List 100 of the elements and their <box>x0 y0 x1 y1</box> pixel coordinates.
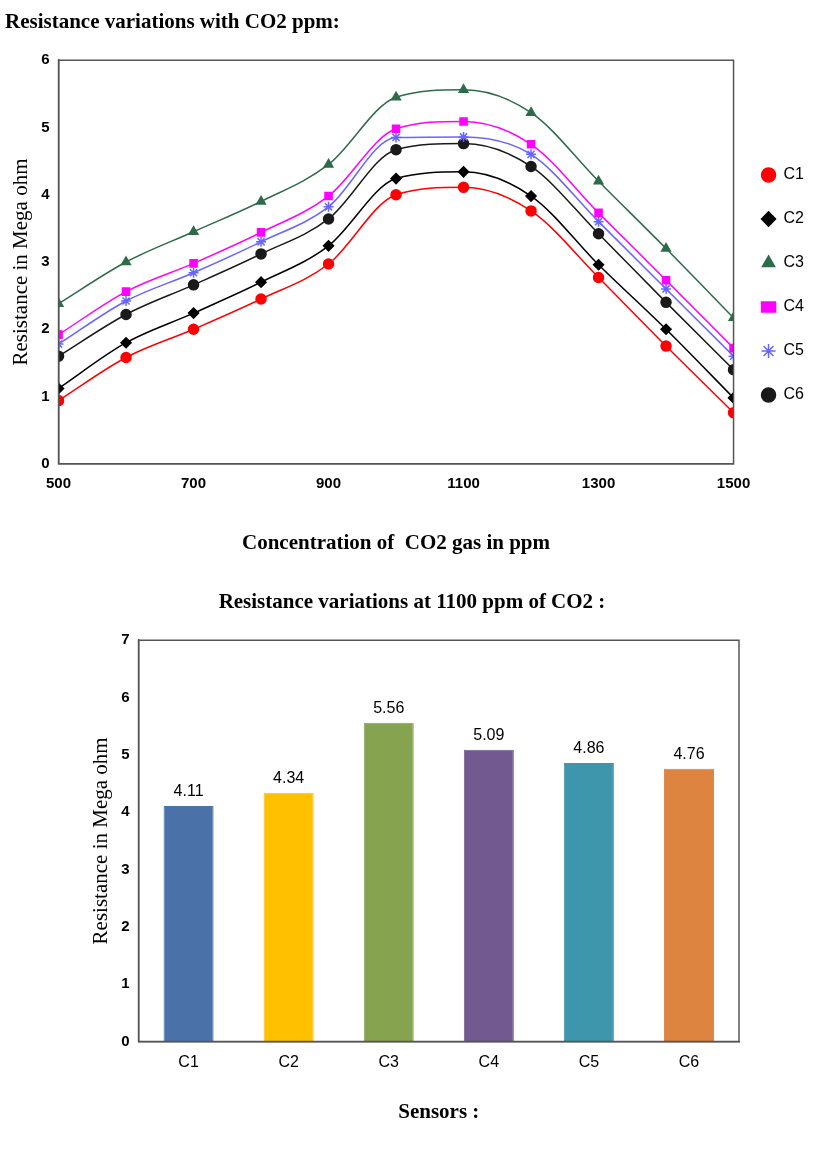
legend-label: C1 <box>783 165 805 183</box>
x-tick-label: 500 <box>46 473 72 491</box>
y-tick-label: 3 <box>41 252 50 270</box>
point <box>187 279 200 291</box>
point <box>660 340 672 352</box>
x-tick-label: C4 <box>478 1052 500 1070</box>
data-label: 4.86 <box>573 738 605 756</box>
point <box>120 295 132 307</box>
point <box>120 256 132 266</box>
x-tick-label: C3 <box>378 1052 400 1070</box>
point <box>255 236 267 248</box>
bar <box>363 722 414 1042</box>
point <box>390 91 402 101</box>
y-tick-label: 4 <box>121 802 131 820</box>
y-tick-label: 7 <box>121 630 130 648</box>
bar <box>663 768 714 1042</box>
y-tick-label: 1 <box>41 386 50 404</box>
data-label: 4.76 <box>673 744 705 762</box>
point <box>189 259 198 268</box>
point <box>458 84 469 94</box>
x-tick-label: C6 <box>678 1052 700 1070</box>
point <box>390 143 402 156</box>
point <box>120 336 132 349</box>
y-axis-title: Resistance in Mega ohm <box>88 737 113 945</box>
legend-label: C2 <box>783 209 805 227</box>
point <box>592 228 605 240</box>
point <box>256 228 266 237</box>
y-tick-label: 0 <box>121 1031 130 1049</box>
data-label: 4.34 <box>273 768 305 786</box>
x-tick-label: C2 <box>278 1052 299 1070</box>
x-tick-label: C5 <box>578 1052 600 1070</box>
y-tick-label: 2 <box>41 319 50 337</box>
point <box>594 208 603 218</box>
legend-label: C4 <box>783 297 805 315</box>
chart-title: Resistance variations with CO2 ppm: <box>5 9 340 34</box>
y-tick-label: 2 <box>121 917 130 935</box>
point <box>660 323 672 336</box>
y-tick-label: 5 <box>41 117 50 135</box>
bar <box>463 749 514 1042</box>
legend-label: C3 <box>783 253 805 271</box>
point <box>593 175 604 185</box>
point <box>390 172 402 185</box>
point <box>322 240 335 252</box>
point <box>660 283 672 295</box>
point <box>187 267 200 279</box>
x-tick-label: 1500 <box>716 473 751 491</box>
data-label: 5.09 <box>473 725 505 743</box>
point <box>323 158 334 168</box>
x-tick-label: 700 <box>181 473 207 491</box>
point <box>457 166 470 178</box>
point <box>255 248 267 260</box>
point <box>324 191 333 201</box>
point <box>525 160 537 173</box>
point <box>459 117 468 126</box>
point <box>390 188 402 201</box>
point <box>121 287 131 296</box>
x-axis-title: Sensors : <box>398 1098 480 1123</box>
data-label: 5.56 <box>373 698 405 716</box>
bar <box>563 762 614 1042</box>
point <box>255 293 267 305</box>
point <box>525 205 537 217</box>
y-tick-label: 4 <box>41 184 51 202</box>
point <box>661 275 671 285</box>
point <box>187 323 200 336</box>
point <box>592 271 605 284</box>
y-tick-label: 1 <box>121 974 130 992</box>
x-tick-label: 1300 <box>581 473 616 491</box>
y-tick-label: 0 <box>41 453 50 471</box>
x-tick-label: 1100 <box>447 473 480 491</box>
point <box>322 201 335 213</box>
x-axis-title: Concentration of CO2 gas in ppm <box>242 529 551 554</box>
point <box>660 242 672 252</box>
data-label: 4.11 <box>173 781 204 799</box>
bar <box>263 792 314 1042</box>
x-tick-label: 900 <box>316 473 342 491</box>
point <box>187 307 200 319</box>
y-tick-label: 6 <box>41 50 50 68</box>
chart-title: Resistance variations at 1100 ppm of CO2 : <box>218 589 606 614</box>
point <box>322 258 335 270</box>
y-tick-label: 5 <box>121 745 130 763</box>
point <box>660 296 672 309</box>
point <box>525 106 537 116</box>
point <box>188 225 199 235</box>
point <box>255 195 267 205</box>
point <box>457 181 470 194</box>
point <box>322 213 335 225</box>
point <box>592 258 605 271</box>
y-tick-label: 3 <box>121 859 130 877</box>
legend-label: C6 <box>783 385 805 403</box>
point <box>255 276 267 288</box>
point <box>457 131 470 143</box>
point <box>120 308 132 321</box>
y-tick-label: 6 <box>121 687 130 705</box>
point <box>525 190 537 202</box>
point <box>525 148 537 161</box>
point <box>391 124 401 134</box>
bar <box>163 805 214 1042</box>
y-axis-title: Resistance in Mega ohm <box>8 158 33 366</box>
point <box>120 351 132 364</box>
legend-label: C5 <box>783 341 805 359</box>
